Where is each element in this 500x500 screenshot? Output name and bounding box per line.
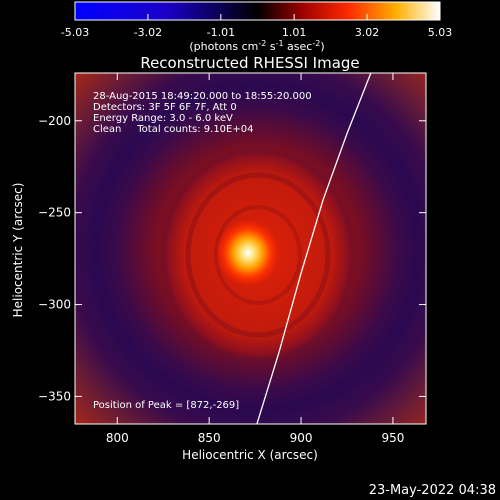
x-axis-title: Heliocentric X (arcsec) <box>182 448 318 462</box>
x-axis-ticks: 800 850 900 950 <box>106 73 404 445</box>
colorbar-tick-label: 3.02 <box>355 26 380 39</box>
x-tick-label: 850 <box>198 431 221 445</box>
y-axis-title: Heliocentric Y (arcsec) <box>11 183 25 318</box>
info-block: 28-Aug-2015 18:49:20.000 to 18:55:20.000… <box>93 91 312 135</box>
colorbar-ticks: -5.03 -3.02 -1.01 1.01 3.02 5.03 <box>61 14 452 39</box>
colorbar-tick-label: -5.03 <box>61 26 89 39</box>
colorbar-tick-label: -3.02 <box>134 26 162 39</box>
info-line-detectors: Detectors: 3F 5F 6F 7F, Att 0 <box>93 102 237 113</box>
y-axis-ticks: −200 −250 −300 −350 <box>38 114 426 403</box>
colorbar-tick-label: 1.01 <box>282 26 307 39</box>
chart-title: Reconstructed RHESSI Image <box>140 54 359 72</box>
y-tick-label: −200 <box>38 114 71 128</box>
info-line-energy: Energy Range: 3.0 - 6.0 keV <box>93 113 233 124</box>
info-line-counts: Clean Total counts: 9.10E+04 <box>93 124 253 135</box>
colorbar-tick-label: 5.03 <box>428 26 453 39</box>
x-tick-label: 950 <box>381 431 404 445</box>
timestamp: 23-May-2022 04:38 <box>369 483 496 498</box>
peak-position-text: Position of Peak = [872,-269] <box>93 400 239 411</box>
colorbar-tick-label: -1.01 <box>207 26 235 39</box>
info-line-date: 28-Aug-2015 18:49:20.000 to 18:55:20.000 <box>93 91 312 102</box>
y-tick-label: −300 <box>38 298 71 312</box>
colorbar <box>74 1 441 21</box>
x-tick-label: 900 <box>290 431 313 445</box>
y-tick-label: −250 <box>38 206 71 220</box>
heatmap-image <box>75 73 426 424</box>
y-tick-label: −350 <box>38 389 71 403</box>
plot-frame <box>74 72 427 425</box>
colorbar-unit: (photons cm-2 s-1 asec-2) <box>189 39 324 53</box>
solar-limb-curve <box>256 73 372 424</box>
x-tick-label: 800 <box>106 431 129 445</box>
